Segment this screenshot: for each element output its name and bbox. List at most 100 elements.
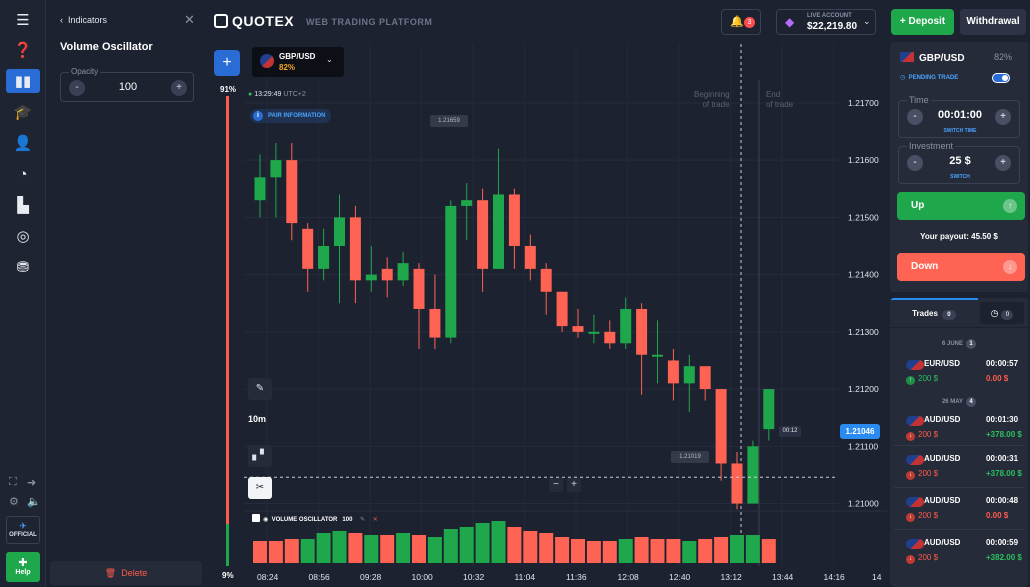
notifications-button[interactable]: 🔔 3 bbox=[721, 9, 761, 35]
time-tick-label: 14 bbox=[872, 572, 882, 582]
time-tick-label: 13:12 bbox=[721, 572, 743, 582]
chart-type-button[interactable]: ▖▘ bbox=[248, 445, 272, 467]
pending-trade-toggle[interactable] bbox=[992, 73, 1010, 83]
fullscreen-icon[interactable]: ⛶ bbox=[9, 476, 17, 488]
candle bbox=[318, 245, 330, 269]
zoom-out-button[interactable]: − bbox=[549, 478, 563, 492]
down-button[interactable]: Down ↓ bbox=[897, 253, 1025, 281]
candle bbox=[365, 274, 377, 281]
time-decrease-button[interactable]: - bbox=[907, 109, 923, 125]
eye-icon[interactable]: ◉ bbox=[263, 517, 269, 523]
close-icon[interactable]: ✕ bbox=[184, 12, 195, 27]
collapse-icon[interactable] bbox=[252, 514, 260, 522]
investment-label: Investment bbox=[907, 141, 956, 151]
opacity-decrease-button[interactable]: - bbox=[69, 80, 85, 96]
help-button[interactable]: ✚ Help bbox=[6, 552, 40, 582]
volume-bar bbox=[332, 531, 347, 563]
trade-time: 00:01:30 bbox=[986, 415, 1019, 424]
remove-indicator-icon[interactable]: ✕ bbox=[372, 517, 378, 523]
menu-icon[interactable]: ☰ bbox=[16, 12, 30, 29]
deposit-button[interactable]: + Deposit bbox=[891, 9, 954, 35]
indicators-back-link[interactable]: ‹ Indicators bbox=[60, 15, 108, 25]
draw-tool-button[interactable]: ✎ bbox=[248, 378, 272, 400]
switch-investment-link[interactable]: SWITCH bbox=[950, 174, 970, 180]
opacity-increase-button[interactable]: + bbox=[171, 80, 187, 96]
investment-decrease-button[interactable]: - bbox=[907, 155, 923, 171]
tab-history[interactable]: ◷ 0 bbox=[980, 302, 1024, 324]
price-tick-label: 1.21600 bbox=[848, 155, 879, 165]
edit-indicator-icon[interactable]: ✎ bbox=[360, 517, 366, 523]
trade-row[interactable]: AUD/USD 00:00:48 ↓ 200 $ 0.00 $ bbox=[894, 491, 1024, 529]
brand-logo[interactable]: QUOTEX bbox=[214, 13, 294, 29]
notifications-badge: 3 bbox=[744, 17, 755, 28]
up-button[interactable]: Up ↑ bbox=[897, 192, 1025, 220]
candle bbox=[572, 326, 584, 332]
sound-icon[interactable]: 🔈 bbox=[27, 496, 41, 508]
chat-icon: ✚ bbox=[18, 557, 28, 569]
asset-selector[interactable]: GBP/USD 82% ⌄ bbox=[252, 47, 344, 77]
opacity-value[interactable]: 100 bbox=[118, 81, 138, 93]
time-tick-label: 14:16 bbox=[824, 572, 846, 582]
trade-row[interactable]: AUD/USD 00:01:30 ↓ 200 $ +378.00 $ bbox=[894, 410, 1024, 448]
account-balance: $22,219.80 bbox=[807, 21, 858, 32]
volume-bar bbox=[650, 539, 665, 563]
telegram-official-button[interactable]: ✈ OFFICIAL bbox=[6, 516, 40, 544]
expiry-timer: 00:12 bbox=[779, 426, 801, 437]
zoom-in-button[interactable]: + bbox=[567, 478, 581, 492]
candle bbox=[699, 366, 711, 390]
analytics-icon[interactable]: ◔ bbox=[18, 165, 28, 183]
switch-time-link[interactable]: SWITCH TIME bbox=[943, 128, 977, 134]
tab-trades[interactable]: Trades 0 bbox=[890, 298, 978, 328]
server-time: ● 13:29:49 UTC+2 bbox=[248, 91, 306, 98]
arrow-up-icon: ↑ bbox=[906, 376, 915, 385]
trading-chart-icon[interactable]: ▮▮ bbox=[6, 69, 40, 93]
arrow-right-icon[interactable]: ➜ bbox=[27, 477, 37, 489]
help-circle-icon[interactable]: ❓ bbox=[13, 42, 33, 59]
profile-icon[interactable]: 👤 bbox=[13, 135, 33, 152]
pair-flag-icon bbox=[906, 455, 924, 465]
candle bbox=[747, 446, 759, 504]
volume-bar bbox=[714, 537, 729, 563]
time-value[interactable]: 00:01:00 bbox=[937, 109, 983, 121]
pair-information-button[interactable]: i PAIR INFORMATION bbox=[250, 109, 332, 123]
price-chart[interactable]: 1.21700 1.21600 1.21500 1.21400 1.21300 1.212… bbox=[204, 0, 888, 587]
indicators-icon: ✂ bbox=[255, 482, 265, 493]
time-increase-button[interactable]: + bbox=[995, 109, 1011, 125]
candle bbox=[381, 268, 393, 281]
leaderboard-icon[interactable]: ▙ bbox=[17, 197, 29, 214]
withdrawal-button[interactable]: Withdrawal bbox=[960, 9, 1026, 35]
volume-bar bbox=[698, 539, 713, 563]
volume-bar bbox=[268, 541, 283, 563]
date-separator: 26 MAY 4 bbox=[890, 397, 1028, 407]
time-tick-label: 08:56 bbox=[309, 572, 331, 582]
volume-bar bbox=[300, 539, 315, 563]
education-icon[interactable]: 🎓 bbox=[13, 104, 33, 121]
signals-icon[interactable]: ◎ bbox=[16, 228, 30, 245]
market-icon[interactable]: ⛃ bbox=[16, 259, 30, 276]
arrow-down-icon: ↓ bbox=[906, 432, 915, 441]
trade-result: +382.00 $ bbox=[986, 553, 1022, 562]
candle bbox=[667, 360, 679, 384]
info-icon: i bbox=[253, 111, 263, 121]
trade-row[interactable]: AUD/USD 00:00:31 ↓ 200 $ +378.00 $ bbox=[894, 449, 1024, 487]
delete-indicator-button[interactable]: 🗑 Delete bbox=[50, 561, 202, 585]
trade-result: 0.00 $ bbox=[986, 511, 1009, 520]
price-tick-label: 1.21700 bbox=[848, 98, 879, 108]
candle bbox=[731, 463, 743, 504]
add-asset-button[interactable]: + bbox=[214, 50, 240, 76]
indicators-tool-button[interactable]: ✂ bbox=[248, 477, 272, 499]
investment-increase-button[interactable]: + bbox=[995, 155, 1011, 171]
investment-value[interactable]: 25 $ bbox=[949, 155, 971, 167]
trades-count-badge: 0 bbox=[941, 310, 956, 320]
opacity-label: Opacity bbox=[69, 67, 101, 76]
account-switcher[interactable]: ◆ LIVE ACCOUNT $22,219.80 ⌄ bbox=[776, 9, 876, 35]
volume-bar bbox=[459, 527, 474, 563]
timeframe-button[interactable]: 10m bbox=[248, 414, 267, 424]
clock-icon: ◷ bbox=[990, 308, 999, 318]
settings-icon[interactable]: ⚙ bbox=[9, 496, 19, 508]
volume-bar bbox=[571, 539, 585, 563]
trade-row[interactable]: AUD/USD 00:00:59 ↓ 200 $ +382.00 $ bbox=[894, 533, 1024, 571]
candles-icon: ▖▘ bbox=[252, 450, 268, 461]
row-divider bbox=[894, 445, 1024, 446]
trade-row[interactable]: EUR/USD 00:00:57 ↑ 200 $ 0.00 $ bbox=[894, 354, 1024, 392]
